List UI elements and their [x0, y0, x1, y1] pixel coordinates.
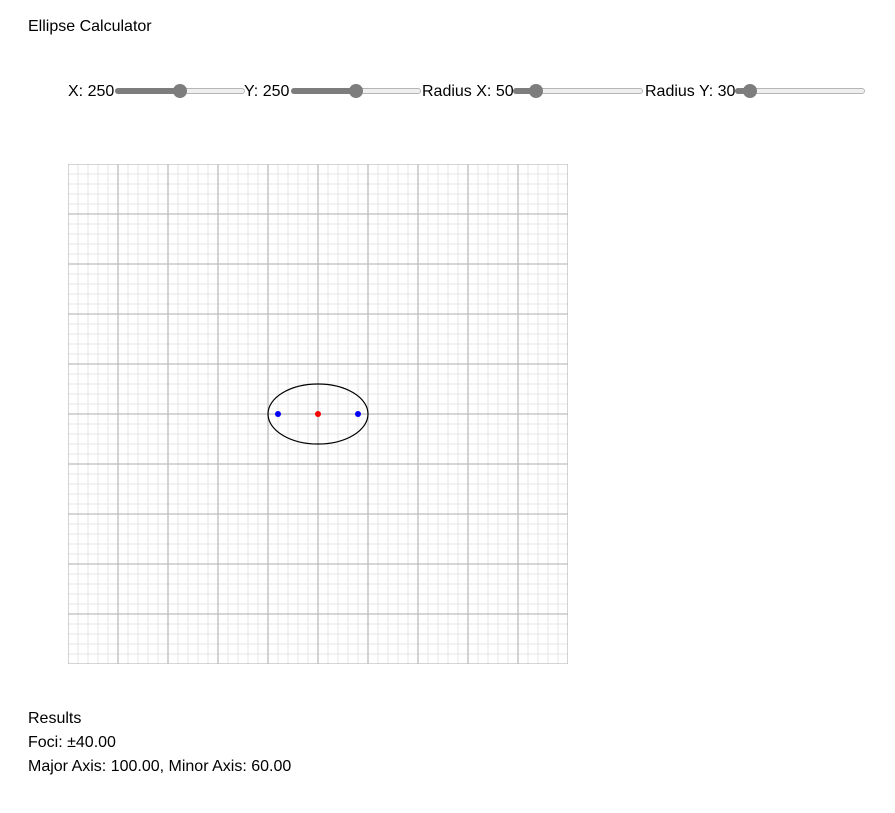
results-panel: Results Foci: ±40.00 Major Axis: 100.00,…: [28, 707, 291, 779]
radius-x-slider-thumb[interactable]: [529, 84, 543, 98]
center-point: [315, 411, 321, 417]
axes-result: Major Axis: 100.00, Minor Axis: 60.00: [28, 758, 292, 775]
x-slider[interactable]: [115, 84, 245, 98]
y-slider[interactable]: [291, 84, 421, 98]
radius-y-value: 30: [717, 83, 736, 100]
left-focus-point: [275, 411, 281, 417]
foci-result: Foci: ±40.00: [28, 734, 116, 751]
radius-y-slider-thumb[interactable]: [743, 84, 757, 98]
radius-x-label: Radius X: 50: [422, 83, 514, 100]
radius-y-label: Radius Y: 30: [645, 83, 736, 100]
radius-x-slider[interactable]: [513, 84, 643, 98]
x-slider-fill: [115, 88, 180, 94]
x-slider-thumb[interactable]: [173, 84, 187, 98]
ellipse-shape: [267, 383, 369, 445]
ellipse-canvas[interactable]: [68, 164, 568, 664]
page-title: Ellipse Calculator: [28, 18, 152, 35]
y-label: Y: 250: [244, 83, 290, 100]
grid-major-lines: [68, 164, 568, 664]
right-focus-point: [355, 411, 361, 417]
x-label: X: 250: [68, 83, 115, 100]
y-slider-thumb[interactable]: [349, 84, 363, 98]
y-value: 250: [262, 83, 290, 100]
radius-y-slider[interactable]: [735, 84, 865, 98]
radius-x-slider-fill: [513, 88, 536, 94]
x-value: 250: [87, 83, 115, 100]
results-heading: Results: [28, 710, 82, 727]
radius-x-value: 50: [495, 83, 514, 100]
radius-y-slider-fill: [735, 88, 750, 94]
controls-bar: X: 250 Y: 250 Radius X: 50: [68, 81, 868, 103]
y-slider-fill: [291, 88, 356, 94]
